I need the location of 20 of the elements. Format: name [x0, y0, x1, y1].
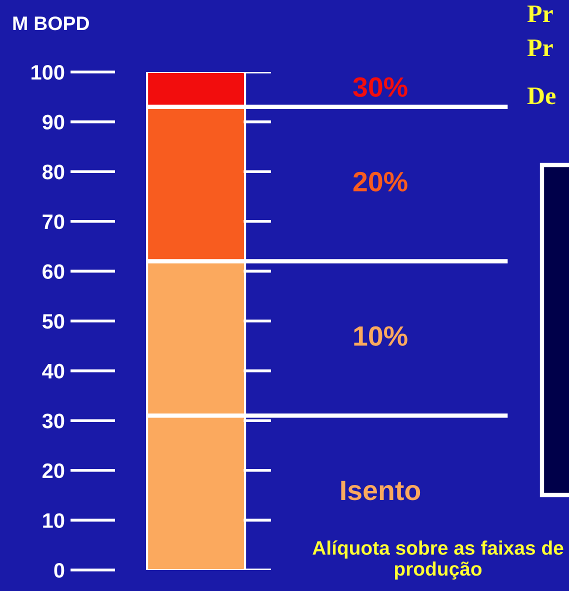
y-tick-label: 70: [42, 214, 64, 230]
y-tick-label: 100: [32, 65, 64, 80]
y-tick-label: 50: [42, 314, 64, 329]
y-tick-label: 10: [43, 513, 64, 528]
text: Isento: [341, 480, 420, 500]
text: Pr: [527, 40, 553, 56]
text: De: [527, 88, 556, 104]
y-tick-label: 60: [42, 264, 64, 279]
text: 20%: [353, 172, 408, 192]
y-tick-label: 0: [54, 563, 64, 578]
y-axis-title: M BOPD: [13, 16, 89, 30]
text: 10%: [354, 326, 408, 346]
text: 30%: [353, 77, 408, 97]
y-tick-label: 80: [42, 164, 64, 180]
text: Alíquota sobre as faixas de produção: [312, 540, 564, 580]
y-tick-label: 90: [42, 114, 64, 130]
y-tick-label: 30: [42, 414, 64, 428]
y-tick-label: 20: [42, 463, 64, 478]
text: Pr: [527, 6, 553, 22]
y-tick-label: 40: [42, 364, 64, 379]
